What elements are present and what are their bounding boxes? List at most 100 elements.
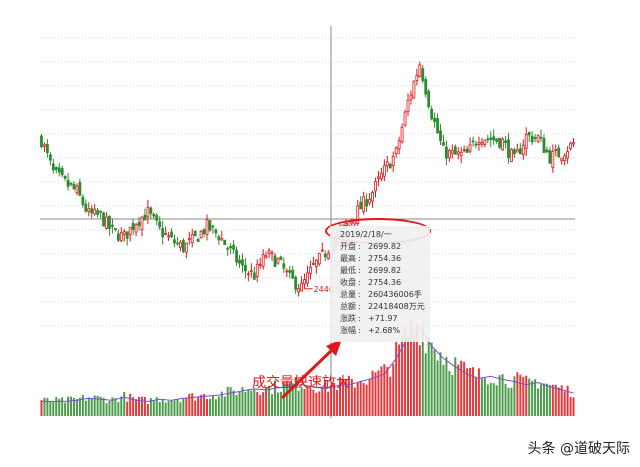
- volume-bar: [108, 400, 111, 416]
- volume-bar: [389, 376, 392, 416]
- tooltip-row: 最高 :2754.36: [340, 253, 430, 265]
- candle-body: [102, 212, 105, 227]
- candle-body: [439, 130, 442, 142]
- candle-body: [300, 282, 303, 292]
- volume-bar: [96, 395, 99, 416]
- volume-bar: [504, 383, 507, 416]
- volume-bar: [123, 391, 126, 416]
- volume-bar: [507, 387, 510, 416]
- volume-bar: [315, 392, 318, 416]
- candle-body: [125, 231, 129, 239]
- volume-bar: [406, 337, 409, 416]
- candle-body: [430, 108, 434, 120]
- candle-body: [149, 207, 153, 214]
- volume-bar: [324, 380, 327, 416]
- tooltip-row-label: 最低: [340, 266, 356, 275]
- candle-body: [418, 64, 422, 78]
- candle-body: [202, 229, 206, 235]
- volume-bar: [61, 397, 64, 416]
- volume-bar: [439, 352, 442, 416]
- volume-bar: [250, 390, 253, 416]
- tooltip-row-separator: :: [358, 278, 361, 287]
- volume-bar: [339, 377, 342, 416]
- volume-bar: [474, 377, 477, 416]
- volume-bar: [273, 380, 276, 416]
- tooltip-row-label: 收盘: [340, 278, 356, 287]
- volume-bar: [161, 399, 164, 416]
- volume-bar: [167, 400, 170, 416]
- volume-bar: [466, 368, 469, 416]
- volume-bar: [229, 387, 232, 416]
- candle-body: [406, 100, 410, 113]
- tooltip-row-value: 2699.82: [368, 266, 402, 275]
- volume-bar: [430, 342, 433, 416]
- volume-bar: [525, 375, 528, 416]
- volume-bar: [330, 385, 333, 416]
- candle-body: [415, 74, 419, 81]
- candle-body: [501, 138, 504, 151]
- volume-bar: [285, 382, 288, 416]
- volume-bar: [232, 390, 235, 416]
- candle-body: [244, 264, 247, 272]
- volume-bar: [90, 398, 93, 416]
- candle-body: [69, 182, 73, 185]
- candle-body: [190, 234, 194, 244]
- volume-bar: [155, 397, 158, 416]
- tooltip-row-label: 开盘: [340, 242, 356, 251]
- tooltip-row-separator: :: [358, 254, 361, 263]
- tooltip-row-value: +71.97: [368, 314, 398, 323]
- candle-body: [456, 151, 460, 155]
- candle-body: [261, 254, 265, 267]
- volume-bar: [569, 397, 572, 416]
- candle-body: [465, 148, 469, 153]
- candle-body: [539, 136, 543, 139]
- volume-bar: [433, 349, 436, 416]
- candle-body: [214, 229, 218, 234]
- candle-body: [312, 263, 315, 265]
- candle-body: [468, 144, 472, 152]
- volume-bar: [211, 395, 214, 416]
- tooltip-row-label: 涨幅: [340, 326, 356, 335]
- volume-bar: [256, 391, 259, 416]
- volume-bar: [557, 387, 560, 416]
- volume-bar: [46, 397, 49, 416]
- candle-body: [116, 233, 120, 241]
- candle-body: [87, 208, 91, 212]
- volume-bar: [217, 396, 220, 416]
- candle-body: [572, 142, 575, 145]
- candle-body: [223, 239, 227, 246]
- candle-body: [208, 220, 212, 231]
- candle-body: [436, 118, 439, 134]
- volume-bar: [516, 372, 519, 416]
- volume-bar: [253, 388, 256, 416]
- candle-body: [563, 155, 567, 161]
- candle-body: [291, 269, 295, 279]
- candle-body: [442, 142, 445, 146]
- volume-bar: [489, 382, 492, 416]
- candle-body: [409, 94, 413, 101]
- candle-body: [187, 238, 191, 241]
- candle-body: [241, 259, 244, 266]
- candle-body: [270, 252, 274, 255]
- candle-body: [146, 206, 150, 218]
- volume-bar: [102, 397, 105, 416]
- candle-body: [560, 157, 564, 162]
- volume-bar: [344, 379, 347, 416]
- volume-bar: [303, 388, 306, 416]
- volume-bar: [365, 384, 368, 416]
- volume-bar: [377, 370, 380, 416]
- volume-bar: [457, 364, 460, 416]
- volume-bar: [341, 380, 344, 416]
- candle-body: [374, 181, 377, 192]
- candle-body: [99, 210, 102, 213]
- candle-body: [323, 253, 327, 258]
- volume-bar: [75, 398, 78, 416]
- volume-bar: [531, 380, 534, 416]
- candle-body: [569, 142, 572, 149]
- volume-bar: [72, 398, 75, 416]
- candle-body: [170, 231, 173, 238]
- candle-body: [371, 192, 374, 202]
- candle-body: [220, 238, 224, 241]
- candle-body: [450, 150, 454, 154]
